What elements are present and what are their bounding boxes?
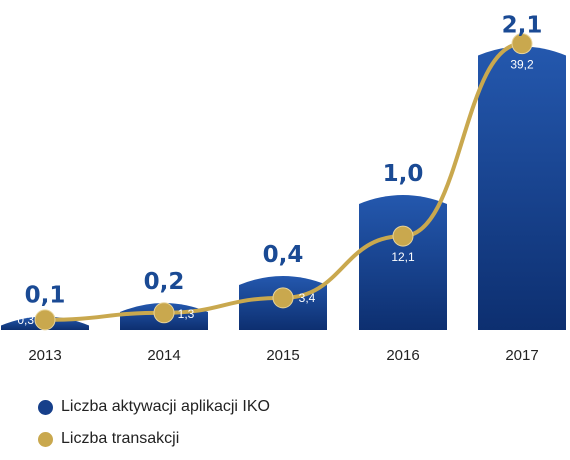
- legend-item-activations: Liczba aktywacji aplikacji IKO: [38, 396, 270, 418]
- line-point-2016: [392, 225, 414, 247]
- bar-2017: [478, 46, 566, 330]
- legend-marker-activations: [38, 399, 53, 415]
- bar-2016: [359, 195, 447, 330]
- bar-value-label-2017: 2,1: [502, 13, 543, 39]
- x-tick-2014: 2014: [147, 347, 180, 364]
- line-value-label-2015: 3,4: [299, 291, 316, 305]
- bar-value-label-2014: 0,2: [144, 269, 185, 295]
- x-tick-2013: 2013: [28, 347, 61, 364]
- legend-label-transactions: Liczba transakcji: [61, 430, 180, 447]
- line-value-label-2014: 1,3: [178, 307, 195, 321]
- line-point-2014: [153, 302, 175, 324]
- legend: Liczba aktywacji aplikacji IKO Liczba tr…: [38, 396, 270, 460]
- line-value-label-2013: 0,3: [17, 313, 34, 327]
- bar-value-label-2015: 0,4: [263, 242, 304, 268]
- chart-svg: 0,1 0,2 0,4 1,0 2,1 0,3 1,3 3,4 12,1 39,2 2013 201…: [1, 13, 566, 364]
- line-value-label-2017: 39,2: [510, 58, 534, 72]
- legend-marker-transactions: [38, 431, 53, 447]
- transactions-line: [44, 41, 523, 322]
- bar-value-label-2016: 1,0: [383, 161, 424, 187]
- legend-label-activations: Liczba aktywacji aplikacji IKO: [61, 398, 270, 415]
- legend-item-transactions: Liczba transakcji: [38, 428, 270, 450]
- x-tick-2017: 2017: [505, 347, 538, 364]
- bar-value-label-2013: 0,1: [25, 283, 66, 309]
- x-tick-2016: 2016: [386, 347, 419, 364]
- line-point-2013: [34, 309, 56, 331]
- line-point-2017: [511, 33, 533, 55]
- x-tick-2015: 2015: [266, 347, 299, 364]
- line-value-label-2016: 12,1: [391, 250, 415, 264]
- line-point-2015: [272, 287, 294, 309]
